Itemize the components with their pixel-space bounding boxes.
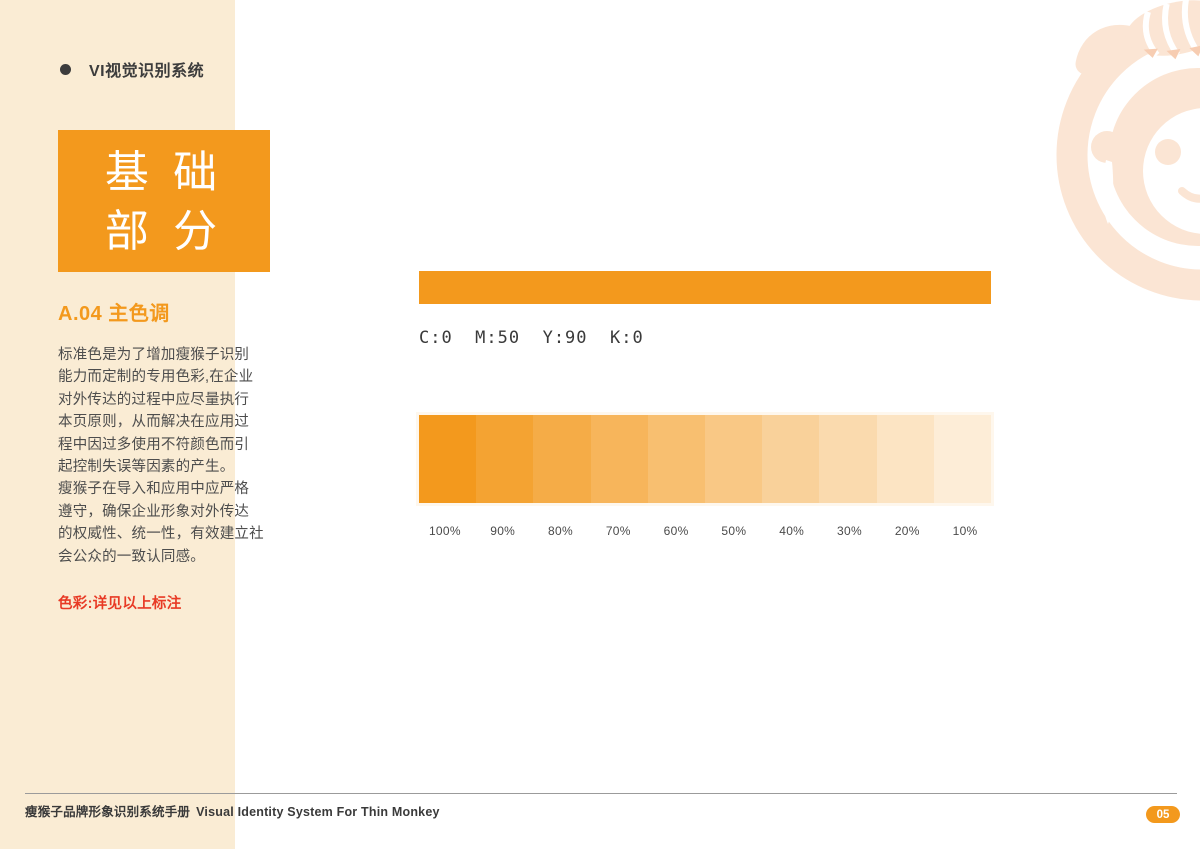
section-body: 标准色是为了增加瘦猴子识别 能力而定制的专用色彩,在企业 对外传达的过程中应尽量执行… — [58, 344, 264, 568]
ramp-label-70%: 70% — [605, 524, 631, 538]
cmyk-value-label: C:0 M:50 Y:90 K:0 — [419, 328, 644, 348]
body-line: 对外传达的过程中应尽量执行 — [58, 391, 250, 408]
section-title-box: 基 础 部 分 — [58, 130, 270, 272]
watermark-striped-leaf — [1125, 0, 1200, 60]
ramp-swatch-50% — [705, 415, 763, 503]
bullet-icon — [60, 63, 71, 75]
footer-title-zh: 瘦猴子品牌形象识别系统手册 — [25, 805, 191, 819]
footer-title-en: Visual Identity System For Thin Monkey — [196, 805, 440, 819]
ramp-swatch-20% — [876, 415, 934, 503]
ramp-swatch-30% — [819, 415, 877, 503]
color-note: 色彩:详见以上标注 — [58, 596, 182, 612]
ramp-label-100%: 100% — [428, 524, 461, 538]
body-line: 的权威性、统一性，有效建立社 — [58, 526, 264, 543]
primary-color-bar — [419, 271, 991, 304]
ramp-swatch-80% — [533, 415, 591, 503]
ramp-label-80%: 80% — [548, 524, 573, 538]
section-heading: A.04 主色调 — [58, 303, 170, 325]
document-title: VI视觉识别系统 — [89, 63, 205, 80]
watermark-arm — [1075, 24, 1142, 75]
body-line: 能力而定制的专用色彩,在企业 — [58, 369, 254, 386]
ramp-swatch-60% — [647, 415, 706, 503]
ramp-label-20%: 20% — [894, 524, 920, 538]
thin-monkey-logo-watermark — [1056, 0, 1200, 301]
body-line: 起控制失误等因素的产生。 — [58, 459, 235, 476]
ramp-swatch-90% — [476, 415, 534, 503]
body-line: 本页原则，从而解决在应用过 — [58, 414, 250, 431]
ramp-swatch-70% — [590, 415, 648, 503]
watermark-eye — [1155, 139, 1181, 165]
color-ramp — [416, 412, 994, 506]
body-line: 程中因过多使用不符颜色而引 — [58, 436, 250, 453]
watermark-smile — [1178, 187, 1200, 203]
page-header: VI视觉识别系统 — [60, 57, 204, 81]
footer-title: 瘦猴子品牌形象识别系统手册 Visual Identity System For … — [25, 801, 440, 820]
color-ramp-swatches — [419, 415, 992, 503]
body-line: 标准色是为了增加瘦猴子识别 — [58, 347, 250, 363]
ramp-label-90%: 90% — [490, 524, 516, 538]
watermark-outer-ring — [1056, 9, 1200, 301]
ramp-label-60%: 60% — [663, 524, 689, 538]
page-number-badge: 05 — [1146, 806, 1180, 823]
ramp-swatch-10% — [933, 415, 992, 503]
ramp-label-40%: 40% — [779, 524, 805, 538]
ramp-label-30%: 30% — [837, 524, 862, 538]
watermark-cheek-gap — [1102, 160, 1114, 224]
ramp-label-10%: 10% — [952, 524, 978, 538]
section-title-line2: 部 分 — [104, 207, 224, 256]
ramp-swatch-40% — [762, 415, 820, 503]
ramp-label-50%: 50% — [721, 524, 747, 538]
body-line: 遵守，确保企业形象对外传达 — [58, 503, 250, 520]
color-ramp-labels: 100% 90% 80% 70% 60% 50% 40% 30% 20% 10% — [416, 524, 994, 538]
watermark-face — [1143, 108, 1200, 234]
section-title-line1: 基 础 — [104, 148, 224, 197]
body-line: 瘦猴子在导入和应用中应严格 — [58, 481, 250, 498]
ramp-swatch-100% — [419, 415, 477, 503]
footer-divider — [25, 793, 1177, 794]
body-line: 会公众的一致认同感。 — [58, 548, 205, 565]
